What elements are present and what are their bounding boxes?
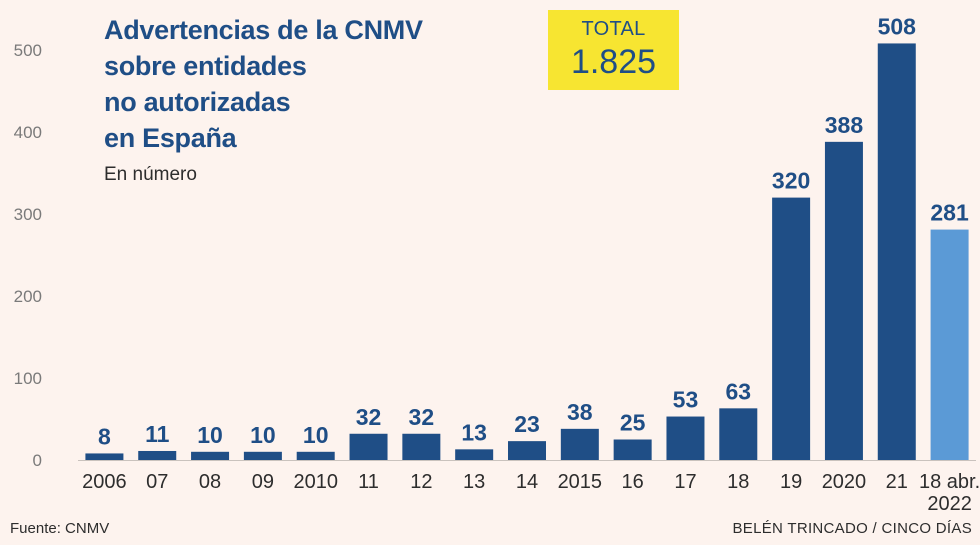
bar-value-label: 8 xyxy=(98,423,111,449)
bar-value-label: 38 xyxy=(567,399,593,425)
x-tick-label: 14 xyxy=(516,471,538,493)
bar-value-label: 11 xyxy=(145,421,170,447)
bar xyxy=(613,439,652,460)
x-tick-label: 21 xyxy=(886,471,908,493)
bar-value-label: 10 xyxy=(250,422,276,448)
bar xyxy=(296,451,335,460)
title-line-3: no autorizadas xyxy=(104,87,291,117)
bar-value-label: 23 xyxy=(514,411,540,437)
chart-subtitle: En número xyxy=(104,164,197,185)
x-tick-label: 18 abr. 2022 xyxy=(919,471,980,515)
title-line-2: sobre entidades xyxy=(104,51,307,81)
bar xyxy=(243,451,282,460)
title-line-4: en España xyxy=(104,123,237,153)
bar-value-label: 53 xyxy=(673,387,699,413)
bar xyxy=(138,450,177,460)
credit-note: BELÉN TRINCADO / CINCO DÍAS xyxy=(732,520,972,537)
x-tick-label: 11 xyxy=(358,471,379,493)
bar xyxy=(666,416,705,460)
y-tick-label: 100 xyxy=(14,369,42,388)
bar xyxy=(349,433,388,460)
bar-value-label: 32 xyxy=(356,404,382,430)
x-tick-label: 2020 xyxy=(822,471,867,493)
bar-value-label: 281 xyxy=(930,200,969,226)
bar-value-label: 508 xyxy=(878,13,917,39)
bar xyxy=(772,197,811,460)
bar-value-label: 13 xyxy=(461,419,487,445)
bar-value-label: 63 xyxy=(725,378,751,404)
x-tick-label: 09 xyxy=(252,471,274,493)
x-tick-label: 2006 xyxy=(82,471,127,493)
x-tick-label: 07 xyxy=(146,471,168,493)
x-tick-label: 12 xyxy=(410,471,432,493)
source-note: Fuente: CNMV xyxy=(10,520,110,537)
x-tick-label: 18 xyxy=(727,471,749,493)
x-tick-label: 16 xyxy=(622,471,644,493)
y-tick-label: 400 xyxy=(14,123,42,142)
x-tick-label: 2010 xyxy=(293,471,338,493)
bar xyxy=(560,428,599,460)
x-tick-label: 13 xyxy=(463,471,485,493)
y-tick-label: 0 xyxy=(33,451,42,470)
total-label: TOTAL xyxy=(581,18,646,40)
x-tick-label: 08 xyxy=(199,471,221,493)
bar xyxy=(930,229,969,460)
chart-title: Advertencias de la CNMV sobre entidades … xyxy=(104,12,524,156)
bar-value-label: 25 xyxy=(620,410,646,436)
x-tick-label: 17 xyxy=(674,471,696,493)
bar xyxy=(719,408,758,460)
x-tick-label: 2015 xyxy=(558,471,603,493)
bar xyxy=(191,451,230,460)
bar xyxy=(824,141,863,460)
total-value: 1.825 xyxy=(570,43,657,81)
bar-value-label: 10 xyxy=(197,422,223,448)
bar xyxy=(402,433,441,460)
bar xyxy=(85,453,124,460)
total-box: TOTAL 1.825 xyxy=(548,10,679,90)
y-tick-label: 300 xyxy=(14,205,42,224)
bar xyxy=(508,441,546,460)
y-tick-label: 200 xyxy=(14,287,42,306)
bar-value-label: 388 xyxy=(825,112,864,138)
bar-value-label: 10 xyxy=(303,422,329,448)
x-tick-label: 19 xyxy=(780,471,802,493)
title-line-1: Advertencias de la CNMV xyxy=(104,15,423,45)
bar-value-label: 32 xyxy=(409,404,435,430)
bar-value-label: 320 xyxy=(772,168,810,194)
bar xyxy=(877,43,916,460)
y-tick-label: 500 xyxy=(14,41,42,60)
bar xyxy=(455,449,494,460)
